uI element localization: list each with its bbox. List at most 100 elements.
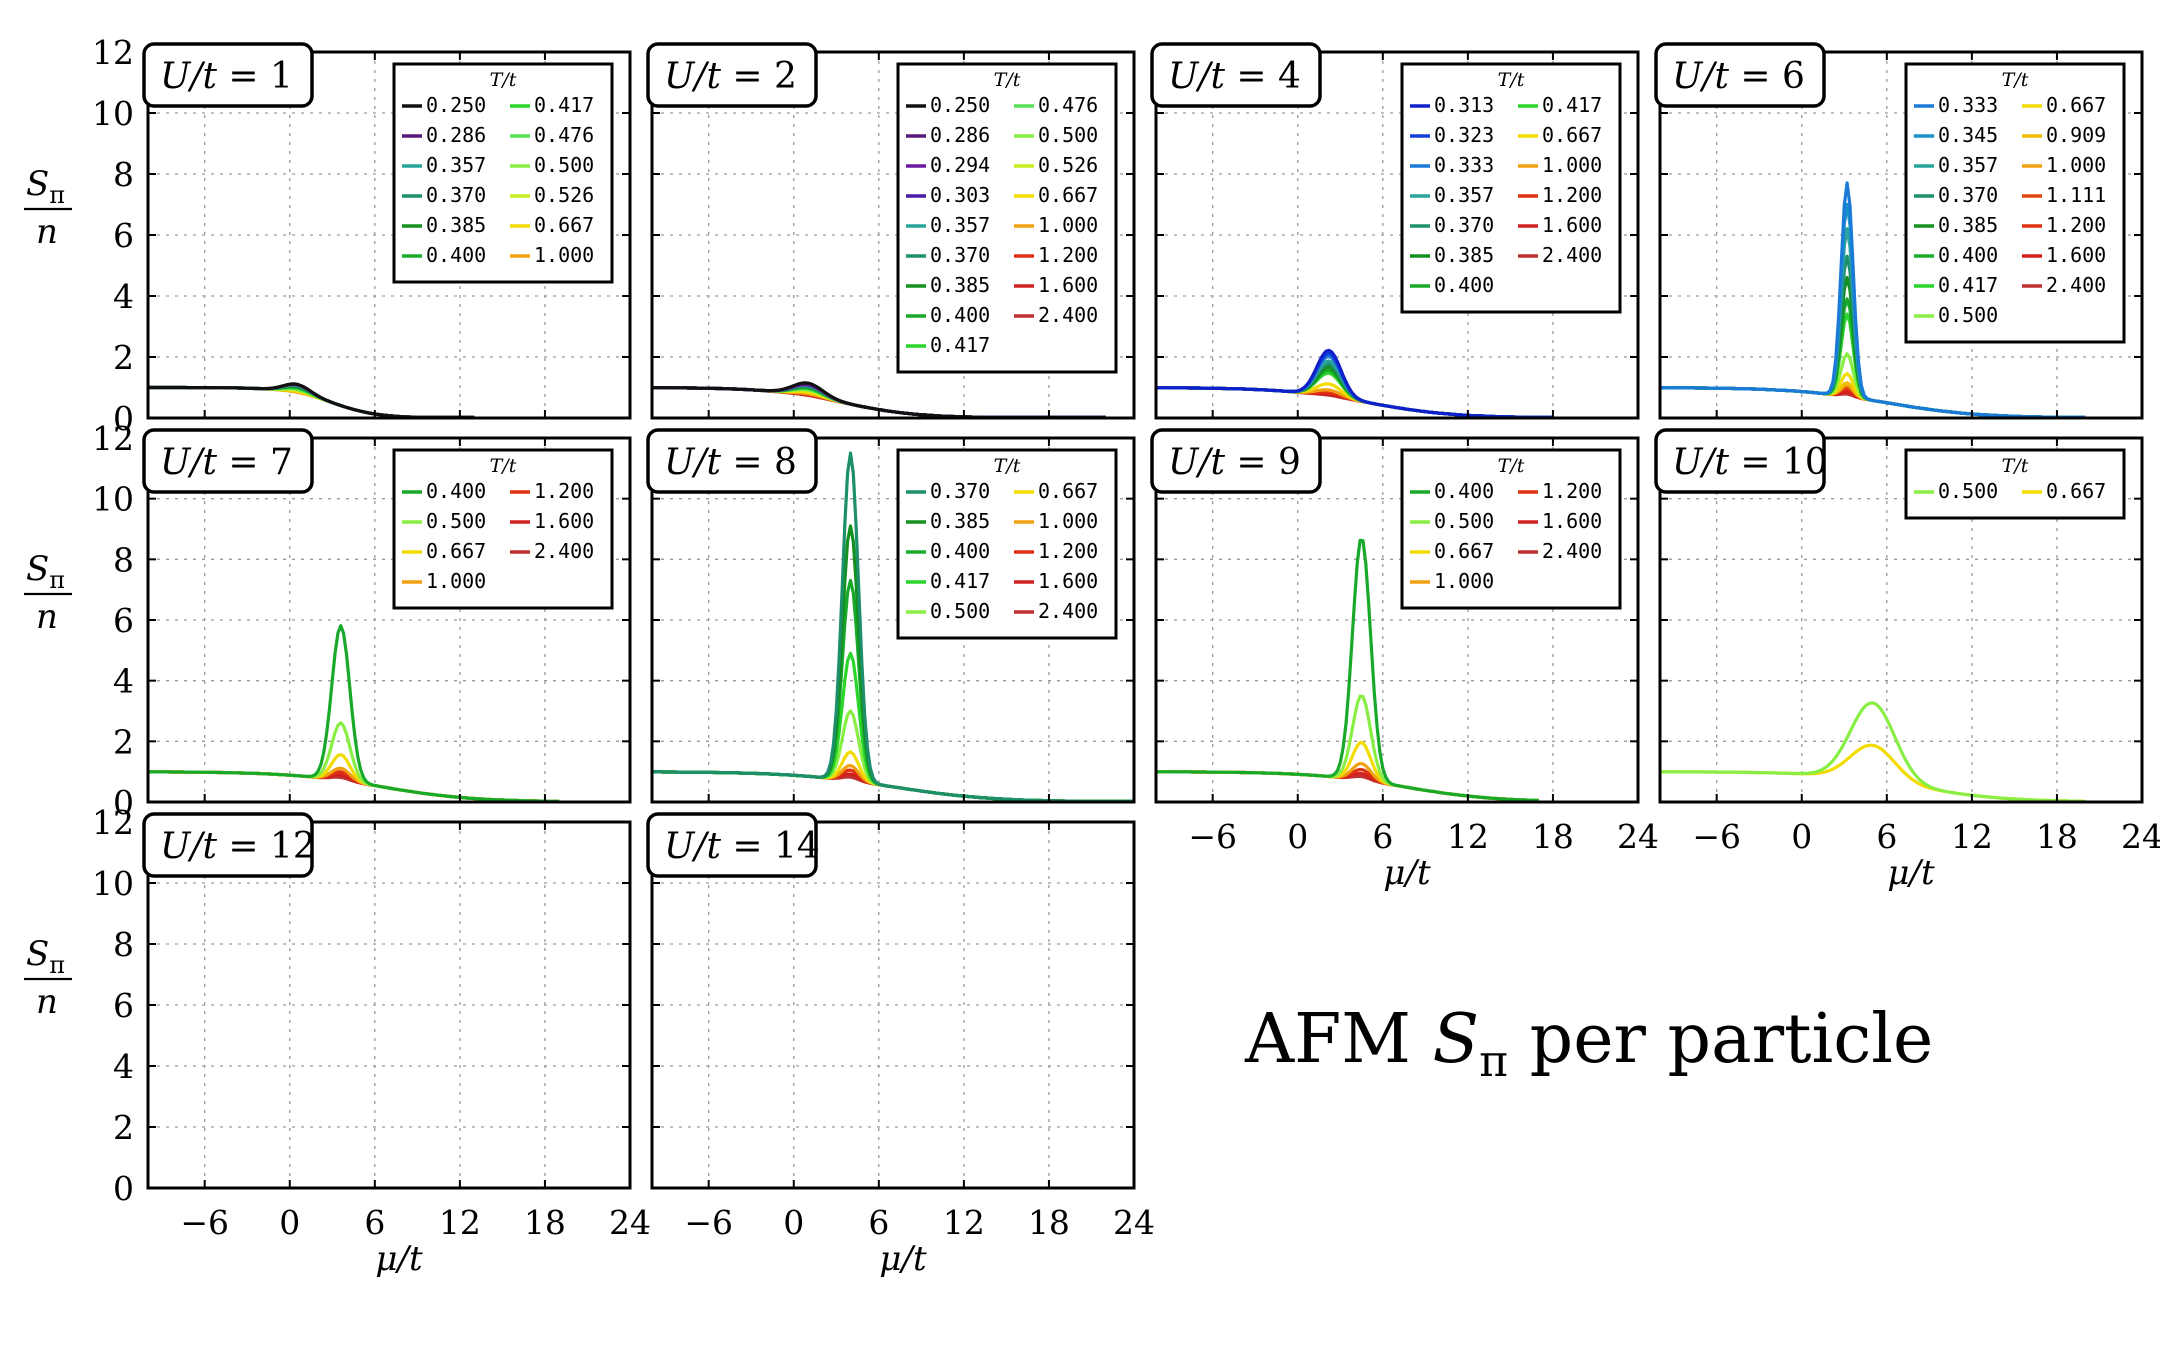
legend-entry: 0.500 <box>1014 123 1098 147</box>
legend-entry: 0.667 <box>1410 539 1494 563</box>
legend-entry: 0.500 <box>1410 509 1494 533</box>
legend-entry: 1.000 <box>402 569 486 593</box>
legend-label: 1.200 <box>1038 539 1098 563</box>
legend-entry: 0.500 <box>402 509 486 533</box>
legend-entry: 0.526 <box>510 183 594 207</box>
legend-title: T/t <box>2002 69 2029 91</box>
series-line <box>1660 701 2086 803</box>
x-tick-label: 12 <box>943 1203 985 1242</box>
panel-frame <box>146 436 632 804</box>
x-axis-label: μ/t <box>375 1239 423 1279</box>
legend-entry: 0.417 <box>1518 93 1602 117</box>
legend-entry: 1.600 <box>1014 569 1098 593</box>
x-tick-label: 24 <box>2121 817 2160 856</box>
y-label-numerator: Sπ <box>26 549 65 594</box>
panel-frame <box>1154 50 1640 420</box>
panel-label-text: U/t = 8 <box>664 442 797 483</box>
legend-entry: 1.200 <box>1014 243 1098 267</box>
legend-label: 0.500 <box>426 509 486 533</box>
legend-label: 0.370 <box>1938 183 1998 207</box>
legend-entry: 0.417 <box>1914 273 1998 297</box>
legend-label: 0.400 <box>1434 479 1494 503</box>
x-tick-label: 0 <box>279 1203 300 1242</box>
legend-entry: 0.500 <box>906 599 990 623</box>
legend-label: 1.600 <box>2046 243 2106 267</box>
x-tick-label: 18 <box>2036 817 2078 856</box>
legend-box <box>1400 448 1622 610</box>
legend-entry: 1.000 <box>1410 569 1494 593</box>
legend-entry: 1.000 <box>1014 213 1098 237</box>
legend-entry: 0.400 <box>906 539 990 563</box>
legend-box <box>1904 62 2126 344</box>
legend-label: 0.286 <box>930 123 990 147</box>
legend-label: 0.370 <box>1434 213 1494 237</box>
legend-entry: 0.385 <box>1410 243 1494 267</box>
panel-frame <box>1154 436 1640 804</box>
legend-entry: 0.370 <box>1410 213 1494 237</box>
legend-label: 0.370 <box>930 479 990 503</box>
legend-label: 0.385 <box>1434 243 1494 267</box>
legend-entry: 0.313 <box>1410 93 1494 117</box>
x-axis-label: μ/t <box>879 1239 927 1279</box>
panel-label-text: U/t = 12 <box>160 826 316 867</box>
legend-entry: 0.667 <box>402 539 486 563</box>
panel-label-text: U/t = 14 <box>664 826 820 867</box>
x-tick-label: −6 <box>180 1203 229 1242</box>
legend-entry: 0.667 <box>510 213 594 237</box>
legend-label: 0.357 <box>426 153 486 177</box>
legend-label: 0.250 <box>426 93 486 117</box>
legend-label: 0.667 <box>1542 123 1602 147</box>
legend-entry: 0.385 <box>402 213 486 237</box>
panel-label: U/t = 9 <box>1150 428 1322 494</box>
legend-label: 1.000 <box>426 569 486 593</box>
legend: T/t0.250 0.286 0.357 0.370 0.385 0.400 0.417 0.… <box>392 62 614 284</box>
legend-box <box>896 448 1118 640</box>
legend-entry: 2.400 <box>1518 243 1602 267</box>
legend-entry: 1.600 <box>1518 213 1602 237</box>
legend-entry: 0.417 <box>510 93 594 117</box>
legend: T/t0.333 0.345 0.357 0.370 0.385 0.400 0.417 0.… <box>1904 62 2126 344</box>
x-tick-label: 18 <box>1532 817 1574 856</box>
legend-entry: 0.357 <box>1410 183 1494 207</box>
panel-7: U/t = 9 T/t0.400 0.500 0.667 1.000 1.200 1.600… <box>1150 428 1640 804</box>
legend-entry: 2.400 <box>1014 303 1098 327</box>
panel-label: U/t = 10 <box>1654 428 1828 494</box>
panel-label: U/t = 4 <box>1150 42 1322 108</box>
x-tick-label: 18 <box>524 1203 566 1242</box>
legend-label: 0.385 <box>930 509 990 533</box>
legend-box <box>392 62 614 284</box>
legend-entry: 0.400 <box>402 243 486 267</box>
x-tick-label: 6 <box>1876 817 1897 856</box>
legend-entry: 0.357 <box>1914 153 1998 177</box>
legend-entry: 0.345 <box>1914 123 1998 147</box>
legend-label: 0.500 <box>1938 303 1998 327</box>
legend-label: 2.400 <box>2046 273 2106 297</box>
legend-box <box>392 448 614 610</box>
legend-entry: 0.667 <box>2022 93 2106 117</box>
legend: T/t0.400 0.500 0.667 1.000 1.200 1.600 2.400 <box>392 448 614 610</box>
legend-entry: 0.400 <box>402 479 486 503</box>
legend: T/t0.313 0.323 0.333 0.357 0.370 0.385 0.400 0.… <box>1400 62 1622 314</box>
legend-entry: 0.526 <box>1014 153 1098 177</box>
legend-label: 1.000 <box>2046 153 2106 177</box>
y-tick-label: 10 <box>92 94 134 133</box>
panel-10: U/t = 14 <box>646 812 1136 1190</box>
legend-title: T/t <box>1498 455 1525 477</box>
y-label-denominator: n <box>36 597 58 637</box>
legend-title: T/t <box>490 69 517 91</box>
panel-label-text: U/t = 10 <box>1672 442 1828 483</box>
plot-area <box>148 822 630 1188</box>
legend-entry: 0.400 <box>1410 273 1494 297</box>
x-tick-label: 6 <box>1372 817 1393 856</box>
legend-entry: 0.357 <box>906 213 990 237</box>
legend-label: 0.417 <box>1542 93 1602 117</box>
panel-frame <box>650 436 1136 804</box>
legend-entry: 0.417 <box>906 333 990 357</box>
plot-area <box>652 822 1134 1188</box>
x-tick-label: 0 <box>783 1203 804 1242</box>
legend-label: 1.000 <box>1542 153 1602 177</box>
panel-label-text: U/t = 2 <box>664 56 797 97</box>
panel-label-box <box>1654 42 1826 108</box>
legend-entry: 0.476 <box>510 123 594 147</box>
x-tick-label: −6 <box>1692 817 1741 856</box>
